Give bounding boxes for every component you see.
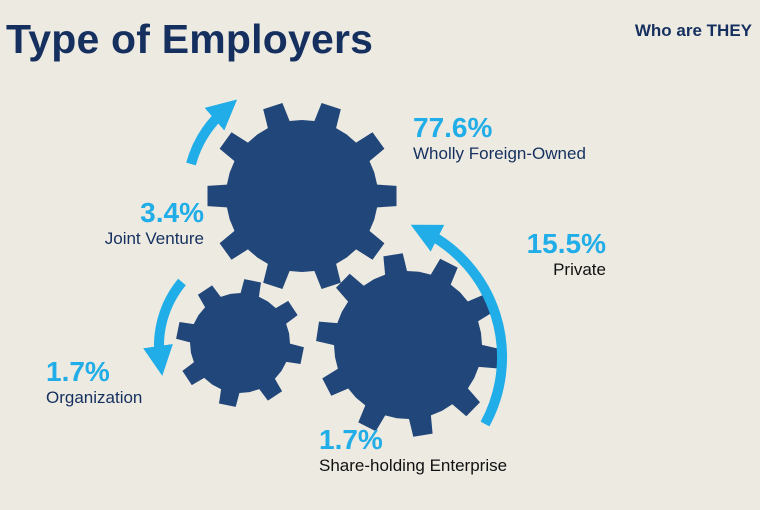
stat-percent: 77.6% [413, 112, 493, 143]
stat-joint-venture: 3.4% Joint Venture [105, 197, 204, 249]
stat-label: Private [553, 260, 606, 279]
arrow-icon [143, 278, 186, 376]
stat-wholly-foreign-owned: 77.6% Wholly Foreign-Owned [413, 112, 586, 164]
page-title: Type of Employers [6, 16, 374, 62]
stat-label: Share-holding Enterprise [319, 456, 508, 475]
gear-icon [207, 103, 397, 289]
stat-label: Organization [46, 388, 143, 407]
stat-percent: 15.5% [526, 228, 606, 259]
page-tagline: Who are THEY [634, 21, 752, 40]
stat-percent: 1.7% [319, 424, 383, 455]
stat-label: Joint Venture [104, 229, 204, 248]
stat-label: Wholly Foreign-Owned [413, 144, 586, 163]
stat-percent: 1.7% [46, 356, 110, 387]
gear-icon [176, 279, 304, 407]
stat-share-holding-enterprise: 1.7% Share-holding Enterprise [319, 424, 507, 476]
arrow-icon [186, 99, 238, 166]
arrow-icon [410, 224, 508, 427]
stat-organization: 1.7% Organization [46, 356, 142, 408]
stat-private: 15.5% Private [527, 228, 606, 280]
gear-icon [316, 253, 500, 437]
stat-percent: 3.4% [140, 197, 204, 228]
